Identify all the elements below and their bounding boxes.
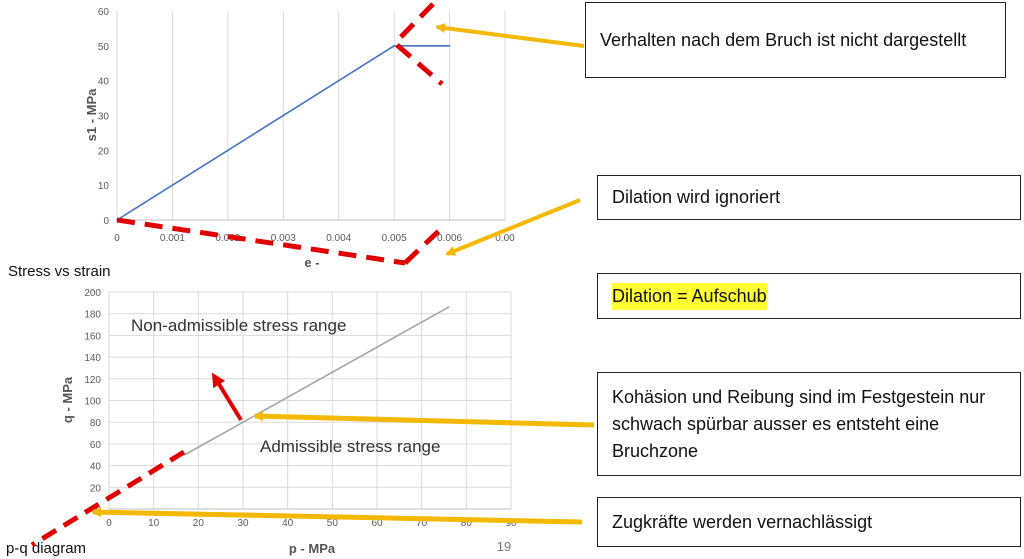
stress-strain-y-tick-label: 40 — [98, 77, 110, 88]
pq-x-tick-label: 90 — [505, 518, 517, 529]
stress-strain-y-tick-label: 50 — [98, 42, 110, 53]
pq-y-tick-label: 140 — [84, 353, 101, 364]
stress-strain-x-tick-label: 0.004 — [326, 233, 351, 244]
pq-x-tick-label: 40 — [282, 518, 294, 529]
admissible-label: Admissible stress range — [260, 437, 440, 456]
pq-y-tick-label: 200 — [84, 288, 101, 299]
stress-strain-y-ticks: 0 10 20 30 40 50 60 — [98, 7, 110, 227]
pq-x-tick-label: 0 — [106, 518, 112, 529]
failure-direction-arrow — [211, 372, 243, 422]
stress-strain-x-tick-label: 0.00 — [495, 233, 515, 244]
stress-strain-caption: Stress vs strain — [8, 263, 111, 280]
stress-strain-y-tick-label: 0 — [103, 216, 109, 227]
fracture-note-text: Verhalten nach dem Bruch ist nicht darge… — [600, 29, 967, 50]
dilation-dashed-line-left — [116, 217, 406, 266]
pq-x-tick-label: 30 — [237, 518, 249, 529]
stress-strain-y-tick-label: 20 — [98, 146, 110, 157]
page-number: 19 — [497, 539, 511, 554]
dilation-dashed-line-right — [403, 225, 445, 265]
pq-y-tick-label: 20 — [90, 483, 102, 494]
pq-y-tick-label: 100 — [84, 397, 101, 408]
pq-y-tick-label: 60 — [90, 440, 102, 451]
dilation-definition-box: Dilation = Aufschub — [597, 273, 1021, 319]
stress-strain-y-tick-label: 30 — [98, 112, 110, 123]
stress-strain-x-tick-label: 0.001 — [160, 233, 185, 244]
pq-series-line — [184, 306, 449, 456]
pq-y-tick-label: 180 — [84, 310, 101, 321]
stress-strain-x-tick-label: 0.003 — [271, 233, 296, 244]
stress-strain-data-point — [448, 45, 451, 47]
cohesion-pointer-arrow — [253, 411, 595, 428]
fracture-note-box: Verhalten nach dem Bruch ist nicht darge… — [585, 2, 1006, 78]
tension-cutoff-dashed-line — [30, 449, 186, 548]
pq-x-tick-label: 60 — [371, 518, 383, 529]
cohesion-note-box: Kohäsion und Reibung sind im Festgestein… — [597, 372, 1021, 476]
tension-note-box: Zugkräfte werden vernachlässigt — [597, 497, 1021, 547]
stress-strain-gridlines — [116, 11, 506, 221]
stress-strain-x-tick-label: 0 — [114, 233, 120, 244]
pq-x-tick-label: 10 — [148, 518, 160, 529]
fracture-dashed-line-upper — [393, 2, 435, 45]
stress-strain-x-axis-title: e - — [304, 255, 319, 270]
stress-strain-y-tick-label: 10 — [98, 181, 110, 192]
yellow-pointer-arrows — [91, 23, 595, 525]
pq-caption: p-q diagram — [6, 540, 86, 557]
stress-strain-data-point — [393, 45, 395, 47]
stress-strain-y-axis-title: s1 - MPa — [84, 88, 99, 142]
pq-x-tick-label: 70 — [416, 518, 428, 529]
pq-gridlines — [108, 291, 512, 510]
pq-y-tick-label: 160 — [84, 331, 101, 342]
cohesion-note-text: Kohäsion und Reibung sind im Festgestein… — [612, 386, 986, 461]
pq-chart: 0 20 40 60 80 100 120 140 160 180 200 0 10 20 30 40 50 6… — [6, 288, 517, 557]
pq-x-axis-title: p - MPa — [289, 541, 336, 556]
pq-x-tick-label: 80 — [461, 518, 473, 529]
tension-note-text: Zugkräfte werden vernachlässigt — [612, 511, 873, 532]
pq-data-point — [447, 306, 450, 308]
red-dashed-overlays — [30, 2, 445, 548]
pq-y-tick-label: 40 — [90, 462, 102, 473]
pq-y-axis-title: q - MPa — [60, 376, 75, 423]
stress-strain-y-tick-label: 60 — [98, 7, 110, 18]
dilation-definition-text: Dilation = Aufschub — [612, 282, 767, 310]
dilation-pointer-arrow — [445, 198, 581, 256]
stress-strain-x-tick-label: 0.005 — [382, 233, 407, 244]
non-admissible-label: Non-admissible stress range — [131, 316, 346, 335]
tension-pointer-arrow — [91, 507, 583, 525]
fracture-dashed-line-lower — [395, 43, 444, 86]
pq-y-tick-label: 120 — [84, 375, 101, 386]
pq-x-tick-label: 50 — [327, 518, 339, 529]
pq-x-ticks: 0 10 20 30 40 50 60 70 80 90 — [106, 518, 517, 529]
fracture-pointer-arrow — [435, 23, 585, 48]
pq-y-tick-label: 80 — [90, 418, 102, 429]
pq-y-ticks: 020406080100120140160180200 — [84, 288, 101, 516]
dilation-ignored-note-box: Dilation wird ignoriert — [597, 175, 1021, 220]
pq-x-tick-label: 20 — [193, 518, 205, 529]
stress-strain-x-tick-label: 0.006 — [437, 233, 462, 244]
dilation-ignored-note-text: Dilation wird ignoriert — [612, 187, 781, 207]
